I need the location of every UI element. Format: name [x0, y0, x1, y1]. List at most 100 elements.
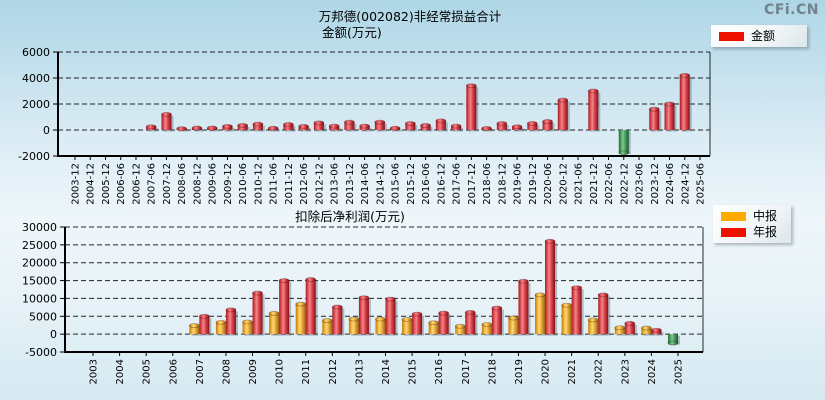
x-tick-label: 2016-06 [421, 163, 432, 205]
x-tick-label: 2024 [647, 359, 658, 384]
bar-cap [404, 121, 416, 126]
bar-中报-2016 [428, 322, 439, 335]
bar-cap [198, 313, 210, 319]
y-tick-label: 15000 [22, 275, 57, 288]
bar-cap [420, 123, 432, 128]
bar-cap [242, 319, 253, 325]
x-tick-label: 2012-12 [314, 163, 325, 205]
bar-cap [450, 123, 462, 129]
bar-cap [222, 123, 233, 129]
x-tick-label: 2021 [567, 359, 578, 384]
bar-cap [571, 285, 583, 291]
chart2-plot: -5000 0 5000 10000 15000 20000 25000 30000 2003 2… [22, 221, 704, 384]
x-tick-label: 2024-12 [680, 163, 691, 205]
bar-cap [252, 290, 263, 296]
x-tick-label: 2006-12 [131, 163, 142, 205]
x-tick-label: 2022 [594, 359, 605, 384]
bar-cap [481, 126, 492, 131]
bar-cap [295, 301, 307, 307]
x-tick-label: 2008-06 [177, 163, 188, 205]
amount-label: 金额 [751, 29, 776, 43]
bar-年报-2023 [624, 323, 635, 335]
x-tick-label: 2010-12 [253, 163, 264, 205]
bar-cap [614, 325, 626, 331]
x-tick-label: 2022-06 [604, 163, 615, 205]
x-tick-label: 2025-06 [696, 163, 707, 205]
x-tick-label: 2011-12 [284, 163, 295, 205]
x-tick-label: 2018-12 [497, 163, 508, 205]
bar-金额-2017-12 [466, 85, 477, 130]
x-tick-label: 2009 [248, 359, 259, 384]
bar-年报-2020 [545, 241, 556, 335]
bar-shadow [270, 129, 281, 132]
bar-中报-2011 [295, 304, 306, 335]
bar-cap [359, 123, 371, 129]
chart1-legend: 金额 [711, 25, 807, 47]
bar-cap [328, 123, 340, 129]
y-tick-label: 10000 [22, 292, 57, 305]
bar-cap [298, 123, 310, 129]
bar-cap [215, 319, 227, 325]
interim-swatch [721, 211, 746, 221]
bar-中报-2017 [455, 326, 466, 335]
bar-年报-2015 [412, 314, 423, 335]
bar-cap [624, 321, 636, 326]
bar-金额-2024-12 [679, 75, 690, 130]
bar-cap [252, 121, 264, 127]
x-tick-label: 2023-06 [635, 163, 646, 205]
bar-金额-2010-06 [237, 125, 248, 130]
bar-cap [587, 317, 599, 323]
bar-金额-2023-12 [649, 109, 660, 130]
bar-金额-2020-06 [542, 121, 553, 130]
bar-年报-2016 [438, 313, 449, 335]
x-tick-label: 2011 [301, 359, 312, 384]
x-tick-label: 2020 [541, 359, 552, 384]
x-tick-label: 2016-12 [436, 163, 447, 205]
bar-cap [321, 318, 333, 323]
bar-cap [454, 323, 466, 329]
bar-cap [481, 322, 493, 327]
x-tick-label: 2022-12 [619, 163, 630, 205]
bar-中报-2012 [322, 320, 333, 335]
x-tick-label: 2020-12 [558, 163, 569, 205]
x-tick-label: 2017-06 [452, 163, 463, 205]
bar-cap [283, 122, 294, 127]
bar-cap [518, 278, 529, 284]
y-tick-label: 0 [50, 328, 57, 341]
bar-金额-2018-12 [496, 123, 507, 130]
bar-cap [225, 307, 237, 313]
y-tick-label: 6000 [22, 46, 50, 59]
bar-cap [401, 317, 413, 322]
bar-cap [618, 150, 630, 156]
x-tick-label: 2009-12 [223, 163, 234, 205]
bar-中报-2020 [535, 294, 546, 335]
bar-cap [267, 125, 279, 131]
annual-label: 年报 [753, 225, 778, 239]
bar-cap [664, 101, 675, 107]
bar-cap [375, 316, 386, 322]
bar-年报-2010 [279, 280, 290, 335]
bar-cap [435, 118, 447, 124]
x-tick-label: 2008 [221, 359, 232, 384]
y-tick-label: 0 [43, 124, 50, 137]
bar-cap [237, 123, 249, 128]
bar-年报-2008 [225, 309, 236, 335]
bar-年报-2017 [465, 312, 476, 335]
bar-cap [641, 325, 652, 331]
x-tick-label: 2015-06 [391, 163, 402, 205]
bar-中报-2013 [348, 319, 359, 335]
bar-中报-2024 [641, 328, 652, 335]
bar-cap [161, 112, 172, 117]
x-tick-label: 2006-06 [116, 163, 127, 205]
cfi-logo: CFi.CN [764, 2, 819, 18]
bar-cap [648, 106, 660, 112]
bar-金额-2024-06 [664, 104, 675, 130]
bar-中报-2009 [242, 322, 253, 335]
x-tick-label: 2010 [275, 359, 286, 384]
bar-cap [508, 315, 519, 321]
x-tick-label: 2003-12 [71, 163, 82, 205]
y-tick-label: 2000 [22, 98, 50, 111]
x-tick-label: 2012-06 [299, 163, 310, 205]
x-tick-label: 2012 [328, 359, 339, 384]
